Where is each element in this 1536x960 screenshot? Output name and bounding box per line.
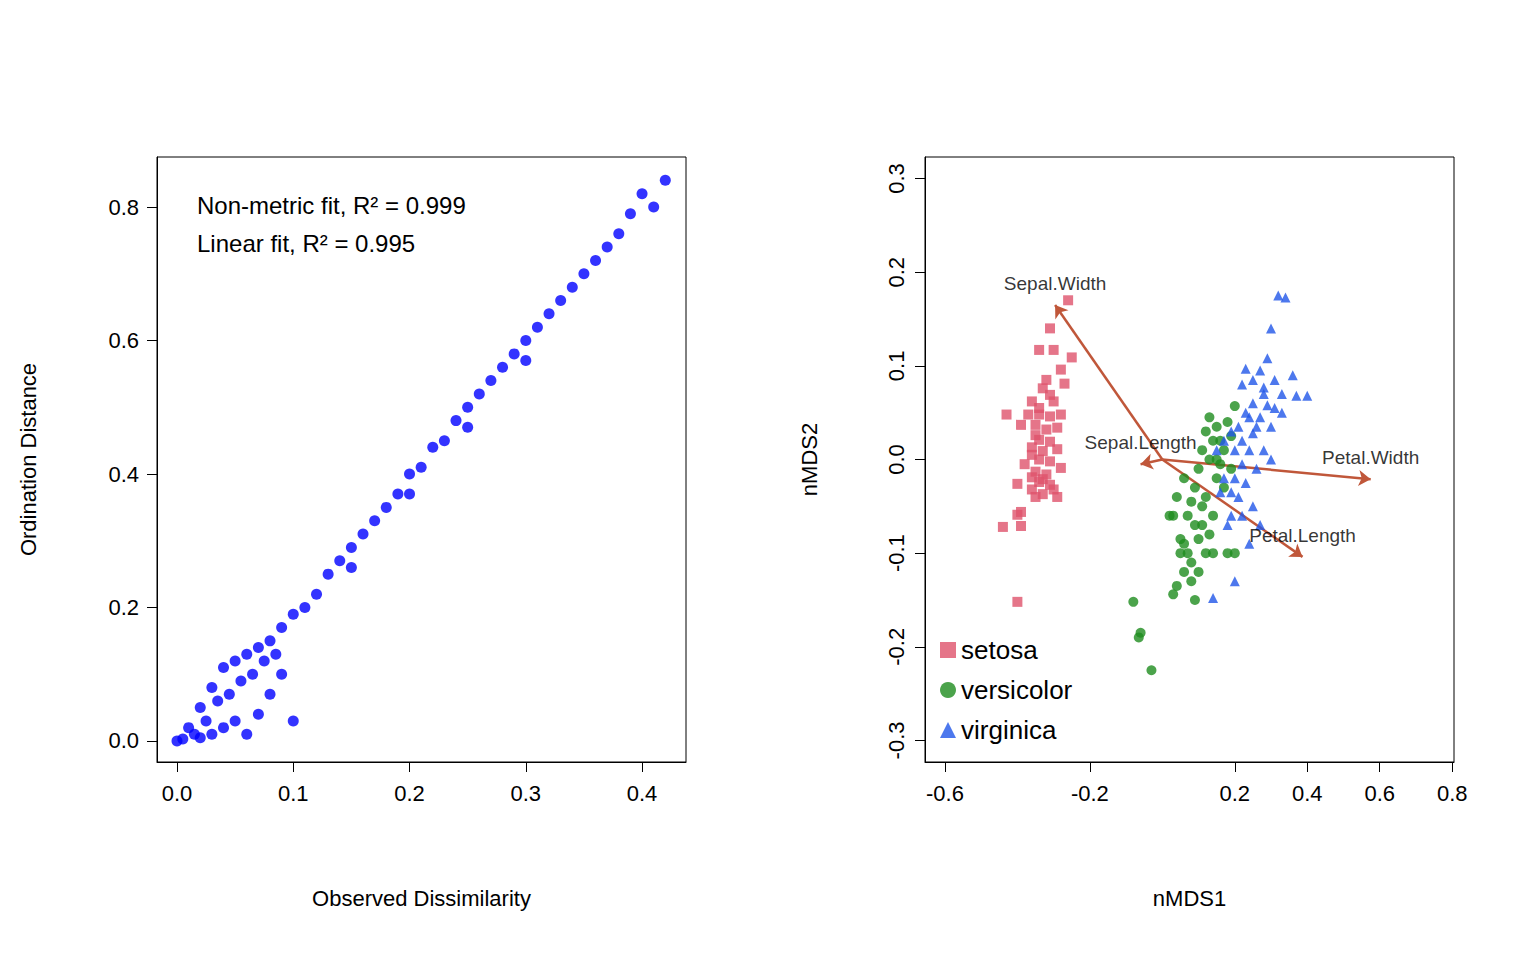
svg-text:-0.1: -0.1 <box>884 534 909 572</box>
svg-text:0.2: 0.2 <box>1219 781 1250 806</box>
svg-text:0.3: 0.3 <box>884 163 909 194</box>
svg-text:0.0: 0.0 <box>884 444 909 475</box>
svg-text:versicolor: versicolor <box>961 675 1073 705</box>
svg-text:-0.3: -0.3 <box>884 721 909 759</box>
svg-text:0.0: 0.0 <box>108 728 139 753</box>
svg-text:Petal.Width: Petal.Width <box>1322 447 1419 468</box>
svg-text:Non-metric fit, R² = 0.999: Non-metric fit, R² = 0.999 <box>197 192 466 219</box>
svg-text:0.8: 0.8 <box>1437 781 1468 806</box>
svg-text:0.1: 0.1 <box>884 351 909 382</box>
svg-text:Petal.Length: Petal.Length <box>1249 525 1356 546</box>
svg-text:-0.6: -0.6 <box>926 781 964 806</box>
svg-text:0.2: 0.2 <box>884 257 909 288</box>
svg-text:-0.2: -0.2 <box>1071 781 1109 806</box>
svg-text:Linear fit, R² = 0.995: Linear fit, R² = 0.995 <box>197 230 415 257</box>
svg-text:nMDS2: nMDS2 <box>797 423 822 496</box>
svg-text:virginica: virginica <box>961 715 1057 745</box>
svg-text:Ordination Distance: Ordination Distance <box>16 363 41 556</box>
svg-text:setosa: setosa <box>961 635 1038 665</box>
svg-text:Observed Dissimilarity: Observed Dissimilarity <box>312 886 531 911</box>
svg-text:0.4: 0.4 <box>627 781 658 806</box>
svg-text:0.2: 0.2 <box>108 595 139 620</box>
svg-text:0.4: 0.4 <box>1292 781 1323 806</box>
svg-text:0.4: 0.4 <box>108 462 139 487</box>
svg-text:0.6: 0.6 <box>1364 781 1395 806</box>
svg-text:0.3: 0.3 <box>510 781 541 806</box>
svg-text:0.0: 0.0 <box>162 781 193 806</box>
svg-text:nMDS1: nMDS1 <box>1153 886 1226 911</box>
svg-text:0.2: 0.2 <box>394 781 425 806</box>
svg-text:0.6: 0.6 <box>108 328 139 353</box>
svg-text:0.8: 0.8 <box>108 195 139 220</box>
svg-text:-0.2: -0.2 <box>884 628 909 666</box>
svg-text:Sepal.Length: Sepal.Length <box>1085 432 1197 453</box>
svg-text:0.1: 0.1 <box>278 781 309 806</box>
svg-text:Sepal.Width: Sepal.Width <box>1004 273 1106 294</box>
